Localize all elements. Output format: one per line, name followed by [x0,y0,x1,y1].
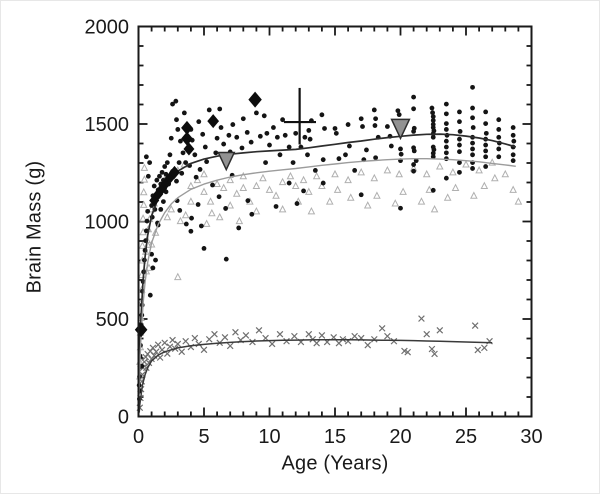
tick-label: 30 [520,426,542,448]
tick-label: 25 [455,426,477,448]
x-tick-labels: 0 5 10 15 20 25 30 [133,426,543,448]
plot-frame-group [137,25,533,418]
tick-label: 5 [198,426,209,448]
curve-fit-open-triangles [138,158,516,399]
curve-fit-black-dots [138,133,517,394]
series-mean-with-error-bar [283,87,317,145]
series-black-diamonds [134,91,262,338]
tick-label: 500 [96,309,129,331]
tick-label: 1500 [85,114,130,136]
curve-fit-x-marks [138,338,493,413]
tick-label: 1000 [85,212,130,234]
series-black-dots [136,84,517,402]
tick-label: 0 [133,426,144,448]
tick-label: 10 [258,426,280,448]
y-tick-labels: 0 500 1000 1500 2000 [85,17,130,429]
tick-label: 2000 [85,17,130,39]
y-axis-title: Brain Mass (g) [23,160,46,294]
plot-frame [137,25,533,418]
series-x-marks [136,315,493,412]
tick-label: 20 [389,426,411,448]
x-axis-title: Age (Years) [281,452,389,475]
tick-label: 15 [324,426,346,448]
tick-label: 0 [118,407,129,429]
series-gray-down-triangles [217,118,411,172]
